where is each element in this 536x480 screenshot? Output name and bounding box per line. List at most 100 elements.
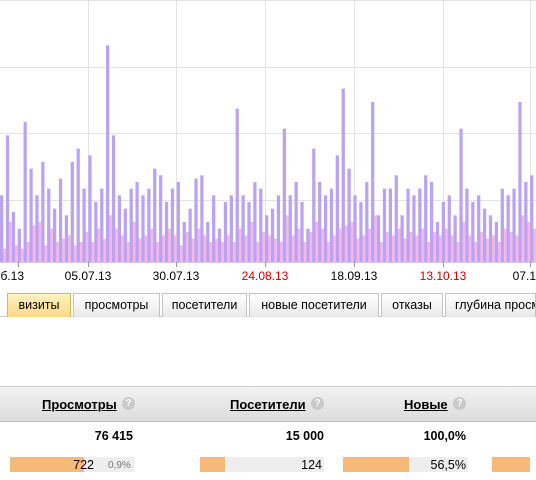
pageviews-share-fill [10,457,85,472]
tab-depth[interactable]: глубина просмотра [445,293,536,317]
x-tick-label: 24.08.13 [242,269,289,283]
bar [285,215,289,262]
help-icon[interactable]: ? [311,397,324,410]
bar [144,235,148,262]
bar [267,235,271,262]
bar [73,245,77,262]
bar [512,188,516,262]
bar [503,228,507,262]
bar [294,182,298,262]
bar [11,212,16,262]
bar [409,232,413,262]
bar [235,108,239,263]
bar [26,242,30,262]
bar [414,235,419,262]
bar [106,45,110,263]
x-tick-label: 05.07.13 [65,269,112,283]
bar [361,235,366,262]
bar [385,232,389,262]
bar [155,242,160,262]
bar [462,222,466,262]
bar [141,195,145,262]
bar [108,215,112,262]
bar [429,182,434,262]
bar [0,195,4,262]
bar [373,215,377,262]
bar [76,148,80,262]
bar [297,228,301,262]
bar [308,232,313,262]
bar [212,195,216,262]
bar [365,182,369,262]
bar [35,195,39,262]
bar [344,225,348,262]
visits-chart-svg: б.13 05.07.13 30.07.13 24.08.13 18.09.13 13.1… [0,0,536,283]
bar [259,188,263,262]
bar [424,175,428,262]
tab-bounces[interactable]: отказы [381,293,443,317]
bar [482,208,487,262]
bar [129,188,133,262]
header-new[interactable]: Новые [404,397,448,412]
bar [194,178,198,262]
bar [135,182,139,262]
bar [79,242,83,262]
bar [456,242,460,262]
bar [323,195,328,262]
bar [123,208,127,262]
bar [191,238,195,262]
bar [303,242,307,262]
pageviews-share-bar [10,457,134,472]
help-icon[interactable]: ? [453,397,466,410]
bar [173,235,177,262]
bar [170,188,175,262]
tab-visits[interactable]: визиты [7,293,71,317]
bar [5,135,10,262]
bar [185,232,189,262]
bar [473,242,478,262]
bar [217,228,222,262]
tab-visitors[interactable]: посетители [162,293,247,317]
bar [341,88,345,263]
bar [326,242,330,262]
header-pageviews[interactable]: Просмотры [42,397,117,412]
bar [88,155,92,262]
help-icon[interactable]: ? [122,397,135,410]
visits-chart: б.13 05.07.13 30.07.13 24.08.13 18.09.13 13.1… [0,0,536,283]
bar [306,228,310,262]
bar [58,178,63,262]
tab-pageviews[interactable]: просмотры [73,293,160,317]
bar [179,245,183,262]
bar [247,202,251,262]
bar [412,195,416,262]
bar [43,245,48,262]
tab-new-visitors[interactable]: новые посетители [249,293,379,317]
x-tick-label: 13.10.13 [420,269,467,283]
visitors-share-fill [200,457,225,472]
bar [17,228,21,262]
bar [161,235,165,262]
header-visitors[interactable]: Посетители [230,397,306,412]
bar [509,232,513,262]
bar [117,195,122,262]
bar [485,238,489,262]
bar [67,235,71,262]
bar [426,242,430,262]
bar [353,195,357,262]
bar [530,175,534,262]
bar [94,202,98,262]
bar [232,242,236,262]
x-tick-label: 07.1 [513,269,536,283]
bar [376,215,381,262]
bar [356,238,360,262]
bar [176,182,180,262]
bar [420,228,425,262]
bar [214,238,218,262]
bar [164,202,169,262]
bar [332,235,336,262]
bar [418,188,422,262]
bar [32,225,36,262]
bar [400,215,404,262]
bar [197,228,201,262]
stats-header [0,386,536,422]
